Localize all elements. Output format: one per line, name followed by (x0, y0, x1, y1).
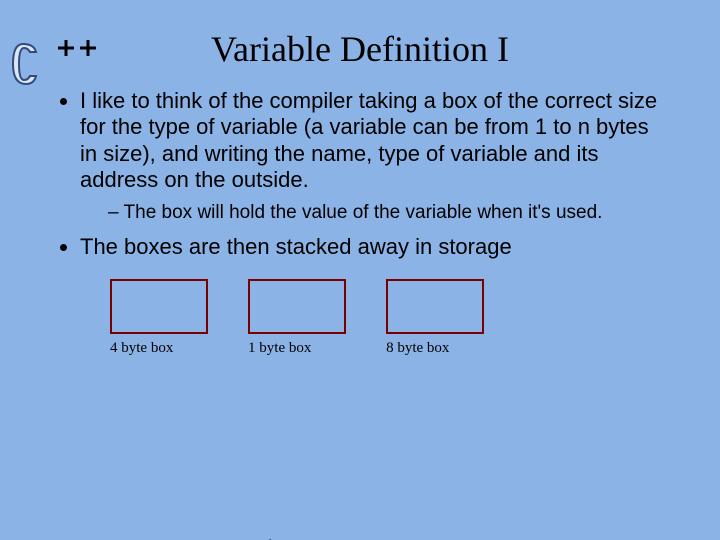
box1-label: 1 byte box (248, 340, 346, 357)
box2-name: Name: x (394, 284, 476, 299)
box1-type: Type: char (256, 299, 338, 314)
slide-title: Variable Definition I (0, 28, 720, 70)
box1-addr: Address: 5504 (256, 314, 338, 329)
box2-type: Type: double (394, 299, 476, 314)
bullet-1: I like to think of the compiler taking a… (80, 88, 670, 224)
cpp-logo (8, 36, 98, 101)
bullet-2: The boxes are then stacked away in stora… (80, 234, 670, 260)
box-col-2: Name: x Type: double Address: 5508 8 byt… (386, 279, 484, 357)
boxes-row: Name: i Type: int Address: 5500 4 byte b… (110, 279, 670, 357)
box0-name: Name: i (118, 284, 200, 299)
box0-type: Type: int (118, 299, 200, 314)
box2-label: 8 byte box (386, 340, 484, 357)
slide-body: I like to think of the compiler taking a… (0, 88, 720, 357)
bullet-1-text: I like to think of the compiler taking a… (80, 88, 657, 192)
var-box-1: Name: ch Type: char Address: 5504 (248, 279, 346, 334)
box0-label: 4 byte box (110, 340, 208, 357)
bullet-1-sub: The box will hold the value of the varia… (108, 202, 670, 225)
box-col-0: Name: i Type: int Address: 5500 4 byte b… (110, 279, 208, 357)
box-col-1: Name: ch Type: char Address: 5504 1 byte… (248, 279, 346, 357)
box2-addr: Address: 5508 (394, 314, 476, 329)
var-box-2: Name: x Type: double Address: 5508 (386, 279, 484, 334)
box1-name: Name: ch (256, 284, 338, 299)
var-box-0: Name: i Type: int Address: 5500 (110, 279, 208, 334)
box0-addr: Address: 5500 (118, 314, 200, 329)
